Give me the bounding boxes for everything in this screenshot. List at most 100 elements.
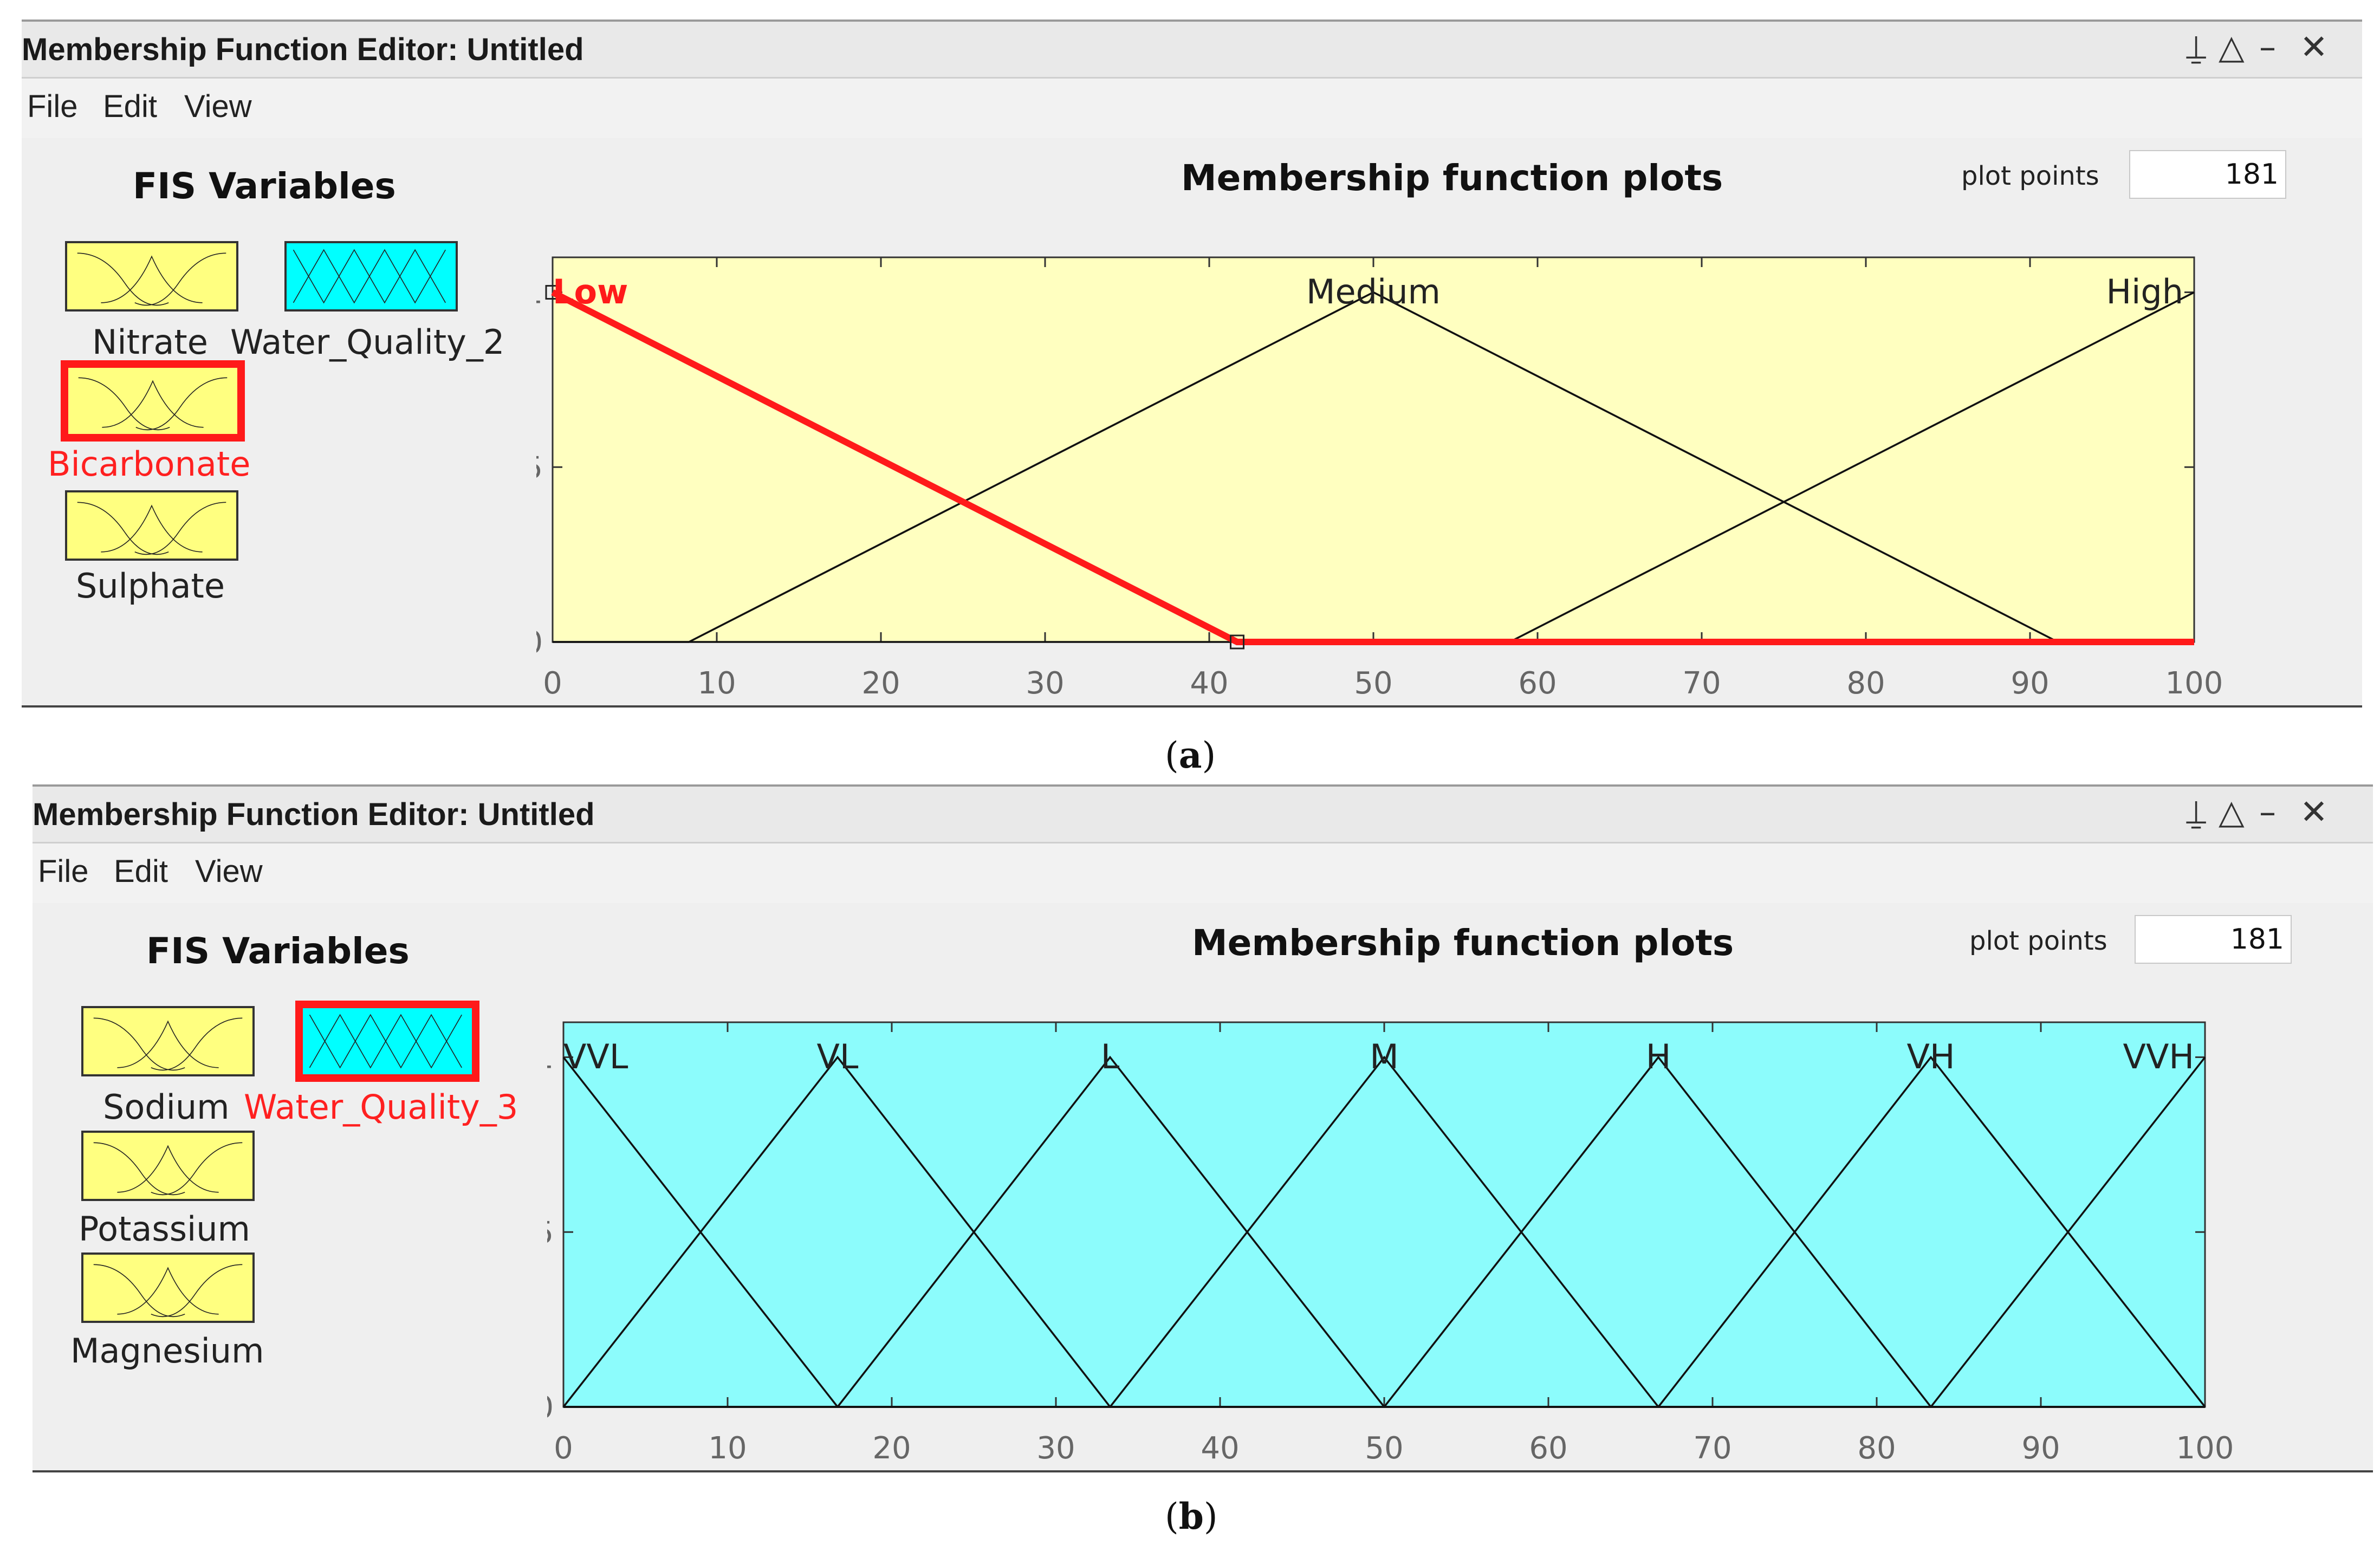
var-bicarbonate[interactable] <box>61 360 245 442</box>
mf-curve-low <box>551 289 2194 645</box>
var-nitrate[interactable] <box>65 241 238 311</box>
mf-label: H <box>1646 1037 1671 1076</box>
plot-title: Membership function plots <box>1181 157 1723 199</box>
x-tick-label: 50 <box>1365 1431 1403 1466</box>
x-tick-label: 40 <box>1201 1431 1239 1466</box>
maximize-icon[interactable]: △ <box>2219 792 2245 832</box>
x-tick-label: 100 <box>2176 1431 2234 1466</box>
output-variable-icon <box>295 1001 479 1082</box>
window-titlebar: Membership Function Editor: Untitled ⍊ △… <box>22 22 2362 79</box>
caption-a: (a) <box>1165 734 1216 776</box>
x-tick-label: 20 <box>861 666 900 701</box>
menu-file[interactable]: File <box>27 89 78 124</box>
pin-icon[interactable]: ⍊ <box>2186 792 2207 832</box>
menu-file[interactable]: File <box>38 854 89 889</box>
maximize-icon[interactable]: △ <box>2219 27 2245 67</box>
caption-b: (b) <box>1165 1495 1218 1537</box>
window-title: Membership Function Editor: Untitled <box>22 32 584 67</box>
mf-vertex-handle <box>545 285 560 300</box>
x-tick-label: 20 <box>872 1431 911 1466</box>
mf-label: Low <box>553 272 628 311</box>
plot-area <box>552 256 2195 643</box>
close-icon[interactable]: ✕ <box>2300 27 2328 67</box>
x-tick-label: 70 <box>1682 666 1721 701</box>
x-tick-label: 0 <box>543 666 562 701</box>
x-tick-label: 90 <box>2011 666 2049 701</box>
var-water-quality-3[interactable] <box>295 1001 479 1082</box>
x-tick-label: 10 <box>697 666 736 701</box>
x-tick-label: 80 <box>1857 1431 1896 1466</box>
x-tick-label: 30 <box>1036 1431 1075 1466</box>
x-tick-label: 30 <box>1026 666 1064 701</box>
minimize-icon[interactable]: – <box>2259 27 2276 67</box>
plot-points-input[interactable] <box>2135 915 2292 964</box>
mf-editor-window-a: Membership Function Editor: Untitled ⍊ △… <box>22 20 2362 708</box>
plot-area <box>562 1021 2206 1408</box>
y-tick-label: 0.5 <box>536 450 543 485</box>
input-variable-icon <box>81 1253 255 1323</box>
editor-content: FIS Variables Sodium Water_Quality_3 Pot… <box>33 903 2373 1472</box>
input-variable-icon <box>65 490 238 561</box>
minimize-icon[interactable]: – <box>2259 792 2276 832</box>
mf-plot[interactable]: 0 10 20 30 40 50 60 70 80 90 100 0 0.5 1 VVL VL L M H VH VVH… <box>547 957 2335 1466</box>
editor-content: FIS Variables Nitrate Water_Quality_2 Bi… <box>22 138 2362 708</box>
mf-editor-window-b: Membership Function Editor: Untitled ⍊ △… <box>33 784 2373 1472</box>
plot-title: Membership function plots <box>1192 922 1734 964</box>
mf-label: VH <box>1906 1037 1955 1076</box>
pin-icon[interactable]: ⍊ <box>2186 27 2207 67</box>
var-label-sulphate: Sulphate <box>76 566 225 606</box>
y-tick-label: 1 <box>547 1041 554 1076</box>
input-variable-icon <box>61 360 245 442</box>
menu-edit[interactable]: Edit <box>114 854 168 889</box>
var-magnesium[interactable] <box>81 1253 255 1323</box>
output-variable-icon <box>284 241 458 311</box>
var-label-magnesium: Magnesium <box>70 1331 264 1371</box>
plot-points-input[interactable] <box>2129 150 2286 199</box>
x-tick-label: 40 <box>1190 666 1228 701</box>
window-titlebar: Membership Function Editor: Untitled ⍊ △… <box>33 787 2373 843</box>
mf-label: M <box>1370 1037 1399 1076</box>
menu-edit[interactable]: Edit <box>103 89 157 124</box>
x-tick-label: 100 <box>2165 666 2223 701</box>
mf-label: VVH <box>2123 1037 2194 1076</box>
menu-bar: File Edit View <box>33 843 2373 903</box>
var-label-water-quality-2: Water_Quality_2 <box>230 322 505 362</box>
mf-label: Medium <box>1306 272 1441 311</box>
mf-label: L <box>1101 1037 1120 1076</box>
var-label-nitrate: Nitrate <box>92 322 208 362</box>
var-label-bicarbonate: Bicarbonate <box>48 444 251 484</box>
mf-label: High <box>2106 272 2184 311</box>
y-tick-label: 0 <box>536 625 543 660</box>
var-sodium[interactable] <box>81 1006 255 1076</box>
x-tick-label: 60 <box>1529 1431 1567 1466</box>
x-tick-label: 60 <box>1518 666 1557 701</box>
var-label-water-quality-3: Water_Quality_3 <box>244 1087 518 1127</box>
menu-view[interactable]: View <box>195 854 263 889</box>
x-tick-label: 80 <box>1846 666 1885 701</box>
plot-points-label: plot points <box>1969 926 2107 956</box>
menu-view[interactable]: View <box>184 89 252 124</box>
x-tick-label: 50 <box>1354 666 1392 701</box>
mf-label: VVL <box>563 1037 628 1076</box>
plot-points-label: plot points <box>1961 161 2099 191</box>
mf-curve-vvh <box>563 1056 2206 1408</box>
fis-variables-title: FIS Variables <box>146 930 410 972</box>
var-label-potassium: Potassium <box>79 1209 250 1249</box>
close-icon[interactable]: ✕ <box>2300 792 2328 832</box>
x-tick-label: 70 <box>1693 1431 1732 1466</box>
var-potassium[interactable] <box>81 1131 255 1201</box>
y-tick-label: 0 <box>547 1390 554 1425</box>
input-variable-icon <box>81 1131 255 1201</box>
y-tick-label: 1 <box>536 276 543 311</box>
input-variable-icon <box>65 241 238 311</box>
mf-vertex-handle <box>1230 634 1245 650</box>
var-sulphate[interactable] <box>65 490 238 561</box>
window-title: Membership Function Editor: Untitled <box>33 797 595 832</box>
menu-bar: File Edit View <box>22 79 2362 138</box>
fis-variables-title: FIS Variables <box>133 165 396 207</box>
x-tick-label: 0 <box>554 1431 573 1466</box>
mf-plot[interactable]: 0 10 20 30 40 50 60 70 80 90 100 0 0.5 1 Low Medium High… <box>536 192 2324 702</box>
var-water-quality-2[interactable] <box>284 241 458 311</box>
x-tick-label: 90 <box>2021 1431 2060 1466</box>
x-tick-label: 10 <box>708 1431 747 1466</box>
